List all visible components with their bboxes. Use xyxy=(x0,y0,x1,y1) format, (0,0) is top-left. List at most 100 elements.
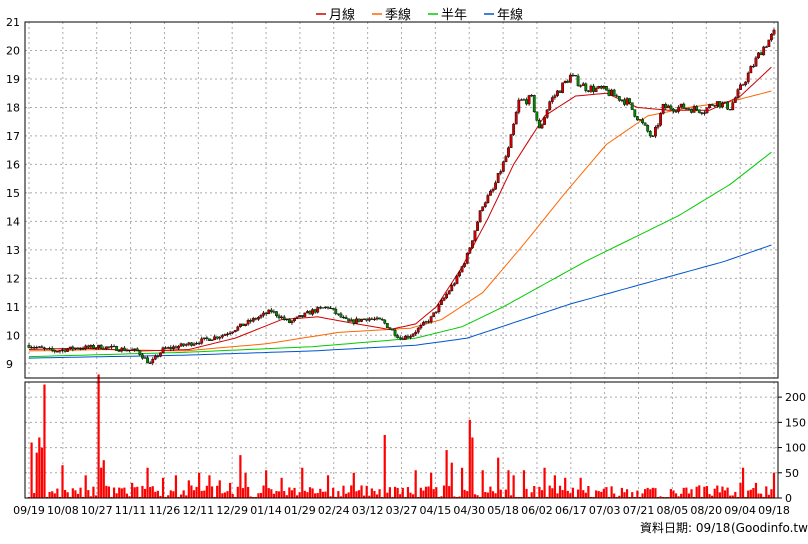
candle-body xyxy=(733,97,737,103)
volume-bar xyxy=(512,475,515,498)
candle-body xyxy=(153,355,157,360)
candle-body xyxy=(50,348,54,351)
candle-body xyxy=(342,316,345,319)
candle-body xyxy=(30,347,33,349)
volume-bar xyxy=(473,494,477,498)
volume-bar xyxy=(33,493,36,498)
volume-bar xyxy=(417,496,420,498)
volume-bar xyxy=(600,491,603,498)
candle-body xyxy=(313,309,317,313)
candle-body xyxy=(48,348,52,350)
candle-body xyxy=(713,105,717,107)
volume-bar xyxy=(92,486,95,498)
volume-bar xyxy=(69,496,72,498)
candle-body xyxy=(543,117,546,125)
candle-body xyxy=(81,348,85,350)
volume-bar xyxy=(257,493,260,498)
volume-bar xyxy=(311,488,314,498)
volume-bar xyxy=(713,488,716,498)
candle-body xyxy=(697,109,701,113)
volume-bar xyxy=(543,467,546,498)
candle-body xyxy=(169,347,173,349)
legend: 月線 季線 半年 年線 xyxy=(316,7,523,23)
candle-body xyxy=(607,90,611,96)
volume-bar xyxy=(739,482,742,498)
volume-bar xyxy=(35,452,38,498)
candle-body xyxy=(594,87,598,92)
candle-body xyxy=(548,101,552,111)
volume-bar xyxy=(249,496,252,498)
volume-bar xyxy=(631,492,634,498)
volume-bar xyxy=(486,492,489,498)
volume-bar xyxy=(350,485,353,498)
candle-body xyxy=(770,34,773,41)
volume-bar xyxy=(210,486,214,498)
volume-bar xyxy=(558,485,562,498)
volume-bar xyxy=(324,491,327,498)
candle-body xyxy=(550,97,554,102)
volume-bar xyxy=(656,496,660,498)
candle-body xyxy=(187,342,191,345)
volume-bar xyxy=(228,482,232,498)
candle-body xyxy=(293,318,296,321)
volume-bar xyxy=(517,496,520,498)
candle-body xyxy=(700,112,704,114)
volume-bar xyxy=(252,496,255,498)
volume-bar xyxy=(100,467,103,498)
candle-body xyxy=(491,188,495,192)
volume-bar xyxy=(489,486,492,498)
candle-body xyxy=(55,351,59,353)
volume-bar xyxy=(752,488,755,498)
candle-body xyxy=(275,311,278,316)
candle-body xyxy=(53,350,57,352)
volume-bar xyxy=(347,492,350,498)
candle-body xyxy=(61,349,64,351)
volume-bar xyxy=(615,496,618,498)
volume-bar xyxy=(515,496,518,498)
candle-body xyxy=(615,95,619,97)
candle-body xyxy=(401,338,405,340)
volume-bar xyxy=(628,496,631,498)
price-tick-label: 20 xyxy=(6,44,20,57)
volume-bar xyxy=(277,491,281,498)
candle-body xyxy=(174,346,178,349)
volume-bar xyxy=(247,486,250,498)
candle-body xyxy=(213,336,217,340)
candle-body xyxy=(442,297,446,301)
candle-body xyxy=(267,309,271,315)
volume-bar xyxy=(48,491,51,498)
candle-body xyxy=(280,316,284,319)
volume-bar xyxy=(687,493,691,498)
candle-body xyxy=(179,343,183,347)
volume-panel-frame xyxy=(24,381,779,499)
volume-bar xyxy=(357,490,361,498)
volume-bar xyxy=(592,496,595,498)
candle-body xyxy=(646,125,650,132)
volume-bar xyxy=(378,489,381,498)
candle-body xyxy=(409,336,412,338)
volume-bar xyxy=(484,492,487,498)
candle-body xyxy=(630,102,634,110)
candle-body xyxy=(584,83,588,91)
volume-bar xyxy=(76,493,80,498)
candle-body xyxy=(437,304,441,312)
candle-body xyxy=(378,317,381,320)
volume-bar xyxy=(146,467,149,498)
volume-bar xyxy=(442,485,446,498)
volume-bar xyxy=(749,489,752,498)
volume-bar xyxy=(430,472,433,498)
candle-body xyxy=(558,90,562,93)
volume-bar xyxy=(587,485,590,498)
date-tick-label: 10/27 xyxy=(81,504,113,517)
candle-body xyxy=(202,337,206,339)
volume-bar xyxy=(182,490,185,498)
volume-bar xyxy=(667,496,670,498)
volume-bar xyxy=(270,489,273,498)
volume-bar xyxy=(61,465,64,498)
volume-bar xyxy=(602,488,605,498)
candle-body xyxy=(218,336,222,339)
candle-body xyxy=(184,344,188,346)
candle-body xyxy=(141,354,144,359)
volume-bar xyxy=(610,486,613,498)
volume-bar xyxy=(685,487,688,498)
